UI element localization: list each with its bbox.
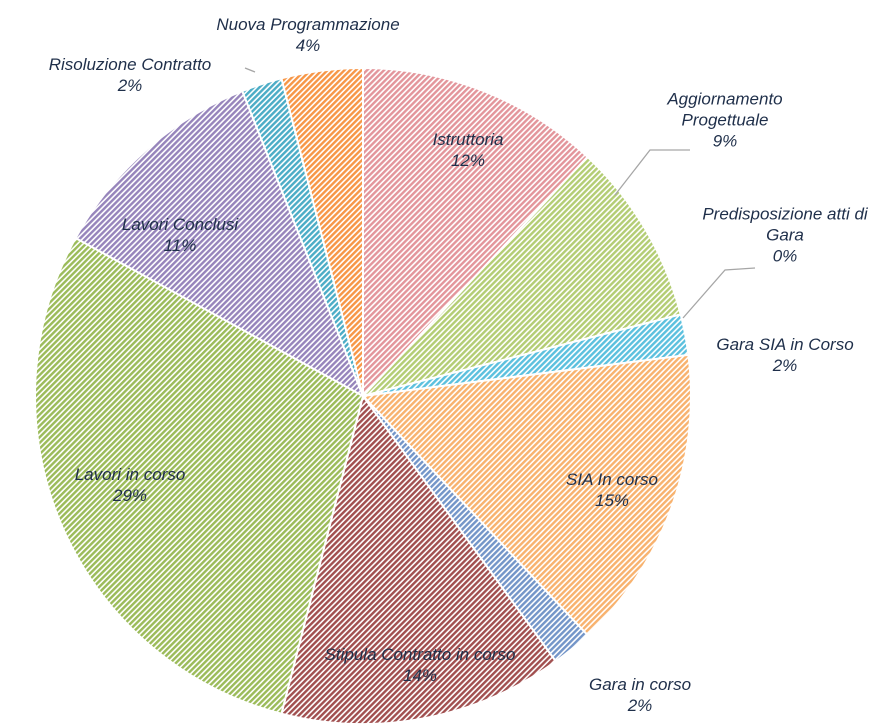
slice-label: Gara SIA in Corso 2% xyxy=(716,334,853,376)
slice-label: Aggiornamento Progettuale 9% xyxy=(645,89,805,152)
category-label: Risoluzione Contratto xyxy=(48,55,212,74)
slice-label: SIA In corso 15% xyxy=(566,469,658,511)
slice-label: Lavori in corso 29% xyxy=(75,464,186,506)
slice-label: Nuova Programmazione 4% xyxy=(216,14,399,56)
pie-slice xyxy=(34,236,365,715)
leader-line xyxy=(244,67,256,73)
category-label: Aggiornamento Progettuale xyxy=(667,89,783,130)
category-label: Gara SIA in Corso xyxy=(716,335,854,354)
leader-line xyxy=(614,149,690,196)
category-label: Lavori in corso xyxy=(74,465,186,484)
value-label: 2% xyxy=(772,356,798,375)
slice-label: Predisposizione atti di Gara 0% xyxy=(685,204,878,267)
slice-label: Risoluzione Contratto 2% xyxy=(49,54,212,96)
leader-line xyxy=(682,267,756,319)
value-label: 0% xyxy=(772,246,798,266)
pie-slice xyxy=(74,89,365,399)
value-label: 4% xyxy=(295,36,321,55)
slice-label: Istruttoria 12% xyxy=(433,129,504,171)
pie-slice xyxy=(280,66,364,397)
value-label: 14% xyxy=(402,666,438,685)
pie-slice xyxy=(280,393,558,725)
category-label: Istruttoria xyxy=(432,130,504,149)
slice-label: Lavori Conclusi 11% xyxy=(122,214,238,256)
pie-slice xyxy=(360,353,692,637)
value-label: 15% xyxy=(594,491,630,510)
value-label: 2% xyxy=(117,76,143,95)
category-label: Stipula Contratto in corso xyxy=(324,645,516,664)
category-label: Predisposizione atti di Gara xyxy=(702,204,868,245)
value-label: 9% xyxy=(712,131,738,151)
value-label: 2% xyxy=(627,696,653,715)
value-label: 12% xyxy=(450,151,486,170)
slice-label: Gara in corso 2% xyxy=(589,674,691,716)
value-label: 29% xyxy=(112,486,148,505)
category-label: Gara in corso xyxy=(588,675,692,694)
category-label: Lavori Conclusi xyxy=(121,215,239,234)
slice-label: Stipula Contratto in corso 14% xyxy=(320,644,520,686)
pie-slice xyxy=(362,66,589,399)
value-label: 11% xyxy=(163,236,197,255)
pie-slice xyxy=(359,155,682,398)
category-label: SIA In corso xyxy=(566,470,658,489)
category-label: Nuova Programmazione xyxy=(216,15,400,34)
